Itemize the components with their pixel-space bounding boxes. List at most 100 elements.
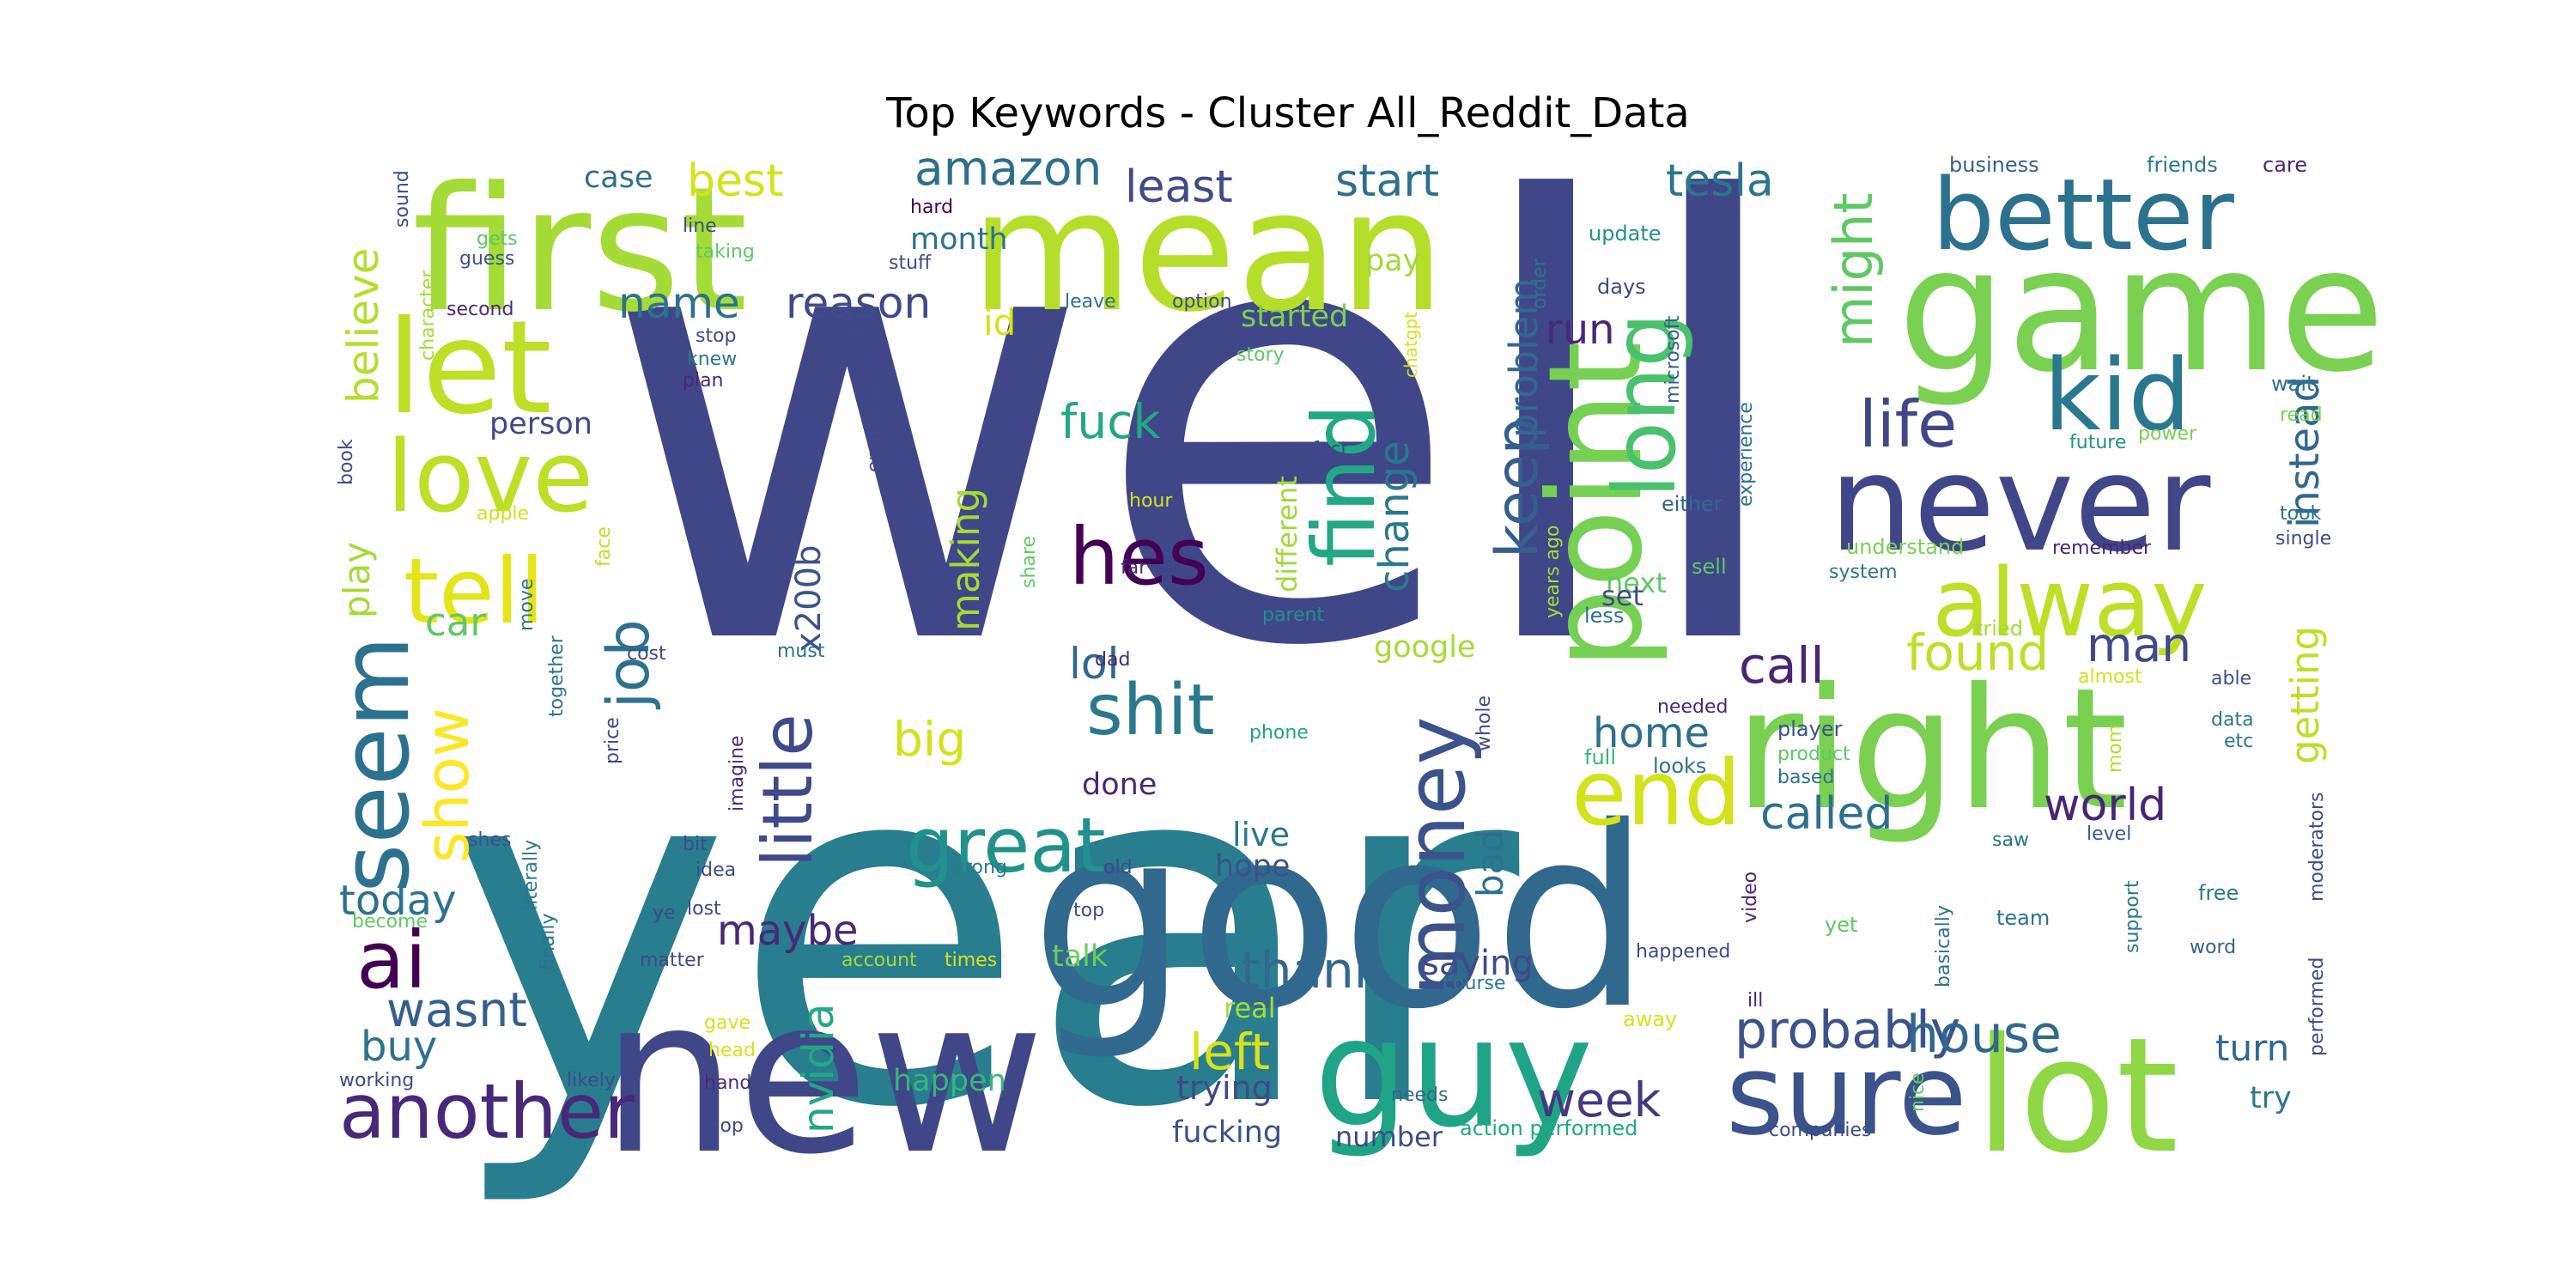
word-sell: sell (1692, 555, 1727, 579)
word-name: name (618, 278, 740, 328)
word-guess: guess (459, 248, 514, 270)
word-tried: tried (1975, 617, 2023, 641)
word-top: top (1073, 900, 1104, 921)
word-gave: gave (704, 1012, 750, 1034)
word-left: left (1189, 1023, 1270, 1081)
word-alway: alway (1932, 548, 2207, 658)
word-together: together (546, 635, 568, 717)
word-x200b: x200b (789, 545, 829, 653)
word-hes: hes (1069, 511, 1209, 603)
word-month: month (910, 222, 1008, 257)
word-reason: reason (786, 278, 931, 328)
word-best: best (687, 155, 783, 207)
word-needs: needs (1391, 1084, 1448, 1106)
word-least: least (1125, 161, 1233, 213)
word-bit: bit (683, 834, 708, 855)
word-another: another (339, 1067, 635, 1156)
word-employee: employee (864, 379, 885, 472)
word-maybe: maybe (717, 907, 859, 955)
word-imagine: imagine (726, 735, 748, 811)
word-taking: taking (696, 241, 755, 263)
word-real: real (1224, 992, 1276, 1024)
word-product: product (1777, 744, 1850, 765)
word-whole: whole (1473, 696, 1495, 751)
word-shes: shes (468, 829, 511, 851)
word-set: set (1601, 580, 1643, 612)
word-data: data (2211, 709, 2254, 731)
word-based: based (1777, 767, 1834, 788)
word-world: world (2044, 780, 2166, 831)
word-good: good (1030, 775, 1651, 1064)
word-seem: seem (320, 635, 430, 893)
word-stop: stop (696, 325, 737, 347)
word-nice: nice (1907, 1072, 1929, 1112)
word-instead: instead (2281, 376, 2329, 528)
word-well: well (601, 78, 1796, 778)
word-different: different (1271, 476, 1303, 592)
word-cost: cost (627, 643, 666, 665)
word-tesla: tesla (1666, 155, 1774, 207)
word-read: read (2280, 404, 2323, 426)
word-mean: mean (970, 154, 1445, 349)
word-friends: friends (2147, 153, 2218, 177)
word-finally: finally (538, 913, 559, 970)
word-parent: parent (1262, 605, 1324, 626)
word-took: took (2280, 503, 2322, 525)
word-experience: experience (1735, 402, 1757, 507)
word-sure: sure (1726, 1030, 1967, 1160)
word-times: times (945, 950, 997, 971)
word-far: far (1121, 557, 1147, 579)
word-companies: companies (1769, 1120, 1872, 1141)
word-money: money (1389, 716, 1484, 996)
word-hard: hard (910, 197, 953, 218)
word-game: game (1898, 210, 2385, 410)
word-number: number (1335, 1121, 1443, 1153)
word-apple: apple (477, 503, 529, 525)
word-start: start (1335, 155, 1439, 207)
word-new: new (601, 951, 1045, 1201)
word-team: team (1996, 906, 2050, 930)
word-buy: buy (361, 1023, 437, 1071)
word-phone: phone (1249, 722, 1309, 744)
word-kid: kid (2044, 338, 2191, 453)
word-point: point (1522, 341, 1671, 670)
word-try: try (2250, 1081, 2292, 1115)
word-must: must (777, 641, 825, 662)
word-year: year (447, 653, 1524, 1213)
word-share: share (1018, 536, 1040, 588)
word-line: line (683, 216, 717, 237)
word-course: course (1443, 973, 1506, 994)
word-first: first (412, 150, 748, 350)
word-mom: mom (2105, 725, 2126, 773)
word-wrong: wrong (949, 857, 1007, 878)
word-needed: needed (1657, 696, 1728, 718)
word-almost: almost (2078, 666, 2142, 688)
word-literally: literally (520, 840, 542, 910)
word-house: house (1906, 1005, 2062, 1065)
word-pay: pay (1365, 244, 1420, 278)
word-wasnt: wasnt (386, 982, 527, 1037)
word-support: support (2122, 880, 2143, 953)
word-understand: understand (1846, 535, 1964, 559)
word-lost: lost (687, 898, 721, 920)
word-play: play (336, 542, 378, 618)
word-life: life (1859, 386, 1957, 462)
word-ill: ill (1747, 990, 1763, 1012)
word-job: job (595, 619, 663, 710)
word-started: started (1241, 300, 1348, 334)
word-hope: hope (1215, 849, 1290, 884)
word-order: order (1529, 258, 1551, 309)
word-away: away (1623, 1007, 1677, 1031)
word-looks: looks (1653, 754, 1706, 778)
word-head: head (708, 1040, 756, 1061)
word-less: less (1584, 604, 1624, 628)
word-leave: leave (1065, 291, 1116, 313)
word-microsoft: microsoft (1662, 315, 1684, 404)
word-home: home (1593, 709, 1710, 757)
word-case: case (584, 161, 653, 195)
word-thank: thank (1241, 941, 1383, 999)
word-great: great (906, 801, 1106, 890)
word-big: big (893, 712, 966, 767)
word-happened: happened (1636, 941, 1730, 963)
